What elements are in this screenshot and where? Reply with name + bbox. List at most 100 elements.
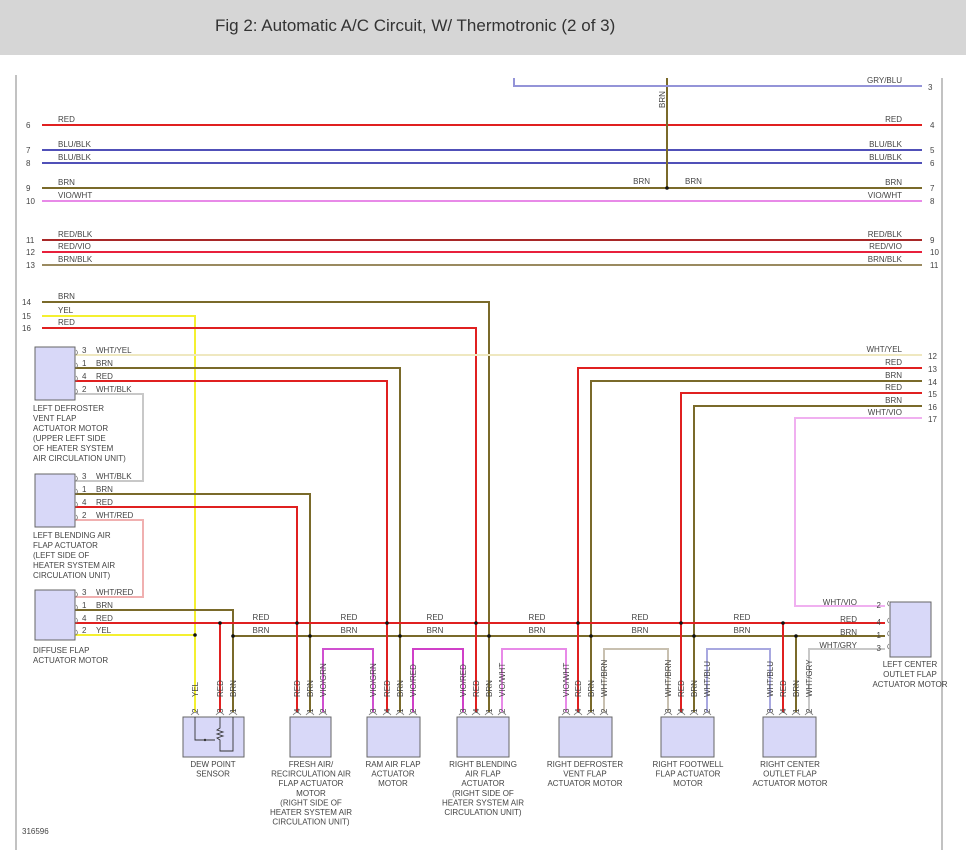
wire-color-label: WHT/BLK xyxy=(96,385,132,394)
right-pin-number: 14 xyxy=(928,378,937,387)
wire-color-label: VIO/RED xyxy=(459,664,468,697)
pin-number: 2 xyxy=(498,708,507,713)
pin-number: 3 xyxy=(459,708,468,713)
red-bus-label: RED xyxy=(253,613,270,622)
splice-dot xyxy=(679,621,683,625)
wire-color-label: BLU/BLK xyxy=(869,153,903,162)
component-label: ACTUATOR MOTOR xyxy=(547,779,622,788)
wire-color-label: RED xyxy=(779,680,788,697)
connector-pin-icon xyxy=(75,375,78,382)
right-pin-number: 10 xyxy=(930,248,939,257)
wire-color-label: WHT/VIO xyxy=(868,408,902,417)
component-label: (LEFT SIDE OF xyxy=(33,551,89,560)
left-pin-number: 15 xyxy=(22,312,31,321)
component-label: HEATER SYSTEM AIR xyxy=(33,561,115,570)
wire xyxy=(706,648,771,712)
connector-pin-icon xyxy=(497,712,507,716)
harness-wire xyxy=(693,405,922,636)
pin-number: 4 xyxy=(383,708,392,713)
component-label: (UPPER LEFT SIDE xyxy=(33,434,106,443)
pin-number: 1 xyxy=(690,708,699,713)
pin-number: 1 xyxy=(877,631,882,640)
harness-wire xyxy=(680,392,922,623)
splice-dot xyxy=(474,621,478,625)
wire xyxy=(75,519,144,598)
component-label: RIGHT DEFROSTER xyxy=(547,760,624,769)
component-label: LEFT BLENDING AIR xyxy=(33,531,111,540)
component-label: FLAP ACTUATOR xyxy=(33,541,98,550)
connector-pin-icon xyxy=(75,349,78,356)
pin-number: 1 xyxy=(82,601,87,610)
component-label: HEATER SYSTEM AIR xyxy=(270,808,352,817)
component-label: MOTOR xyxy=(378,779,408,788)
pin-number: 4 xyxy=(293,708,302,713)
red-bus-label: RED xyxy=(632,613,649,622)
component-label: ACTUATOR MOTOR xyxy=(33,424,108,433)
pin-number: 1 xyxy=(396,708,405,713)
component-label: DIFFUSE FLAP xyxy=(33,646,89,655)
component-label: FLAP ACTUATOR xyxy=(279,779,344,788)
left-pin-number: 10 xyxy=(26,197,35,206)
component-label: (RIGHT SIDE OF xyxy=(280,798,342,807)
wire-color-label: BRN/BLK xyxy=(868,255,903,264)
pin-number: 3 xyxy=(369,708,378,713)
wire xyxy=(75,393,144,482)
component-box xyxy=(558,716,613,758)
connector-pin-icon xyxy=(778,712,788,716)
connector-pin-icon xyxy=(765,712,775,716)
component-label: VENT FLAP xyxy=(33,414,76,423)
harness-wire xyxy=(513,78,922,87)
wire-color-label: BRN xyxy=(690,680,699,697)
component-label: RIGHT FOOTWELL xyxy=(653,760,725,769)
right-pin-number: 6 xyxy=(930,159,935,168)
pin-number: 2 xyxy=(319,708,328,713)
connector-pin-icon xyxy=(75,388,78,395)
pin-number: 3 xyxy=(216,708,225,713)
pin-number: 2 xyxy=(703,708,712,713)
branch-right-label: BRN xyxy=(685,177,702,186)
component-label: AIR FLAP xyxy=(465,770,501,779)
connector-pin-icon xyxy=(408,712,418,716)
connector-pin-icon xyxy=(561,712,571,716)
pin-number: 3 xyxy=(82,588,87,597)
pin-number: 2 xyxy=(805,708,814,713)
connector-pin-icon xyxy=(887,630,890,637)
wire-color-label: WHT/BLK xyxy=(96,472,132,481)
connector-pin-icon xyxy=(368,712,378,716)
splice-dot xyxy=(308,634,312,638)
splice-dot xyxy=(398,634,402,638)
pin-number: 1 xyxy=(587,708,596,713)
left-pin-number: 13 xyxy=(26,261,35,270)
connector-pin-icon xyxy=(318,712,328,716)
brn-bus-label: BRN xyxy=(632,626,649,635)
left-pin-number: 11 xyxy=(26,236,35,245)
component-label: RIGHT BLENDING xyxy=(449,760,517,769)
wire-color-label: BRN xyxy=(58,178,75,187)
pin-number: 2 xyxy=(191,708,200,713)
figure-header: Fig 2: Automatic A/C Circuit, W/ Thermot… xyxy=(0,0,966,55)
wire-color-label: RED xyxy=(216,680,225,697)
branch-left-label: BRN xyxy=(633,177,650,186)
component-label: ACTUATOR xyxy=(371,770,414,779)
splice-dot xyxy=(385,621,389,625)
wire-color-label: YEL xyxy=(96,626,112,635)
splice-dot xyxy=(218,621,222,625)
pin-number: 2 xyxy=(409,708,418,713)
component-label: CIRCULATION UNIT) xyxy=(272,818,350,827)
connector-pin-icon xyxy=(75,591,78,598)
wire-color-label: VIO/RED xyxy=(409,664,418,697)
component-box xyxy=(34,346,76,401)
right-pin-number: 11 xyxy=(930,261,939,270)
wire-color-label: RED xyxy=(58,115,75,124)
red-bus-label: RED xyxy=(529,613,546,622)
pin-number: 1 xyxy=(229,708,238,713)
wire-color-label: RED/VIO xyxy=(869,242,902,251)
wire-color-label: BRN xyxy=(587,680,596,697)
pin-number: 1 xyxy=(82,485,87,494)
wire-color-label: VIO/WHT xyxy=(58,191,92,200)
splice-dot xyxy=(794,634,798,638)
wire xyxy=(75,506,298,623)
wire xyxy=(75,367,401,636)
connector-pin-icon xyxy=(887,643,890,650)
